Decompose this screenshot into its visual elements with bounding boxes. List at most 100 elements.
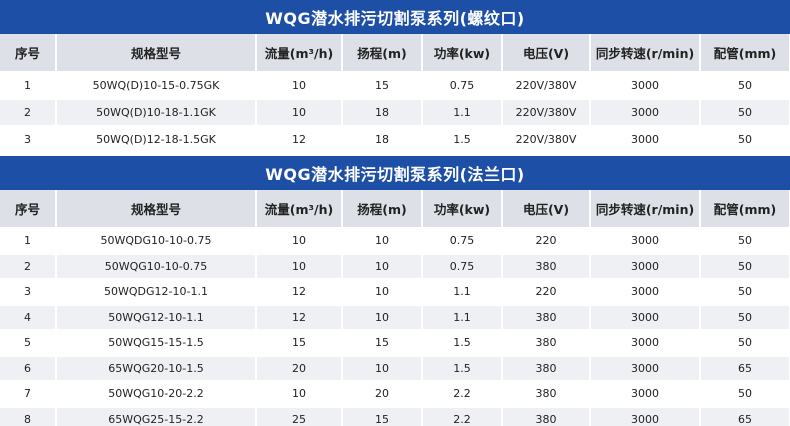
table-cell: 50 <box>700 126 790 154</box>
table-cell: 3000 <box>590 355 701 382</box>
section-title: WQG潜水排污切割泵系列(螺纹口) <box>0 0 790 34</box>
table-cell: 65WQG25-15-2.2 <box>56 406 257 426</box>
table-cell: 1.1 <box>422 279 503 306</box>
table-cell: 12 <box>256 279 343 306</box>
table-cell: 2 <box>0 253 57 280</box>
table-cell: 10 <box>256 381 343 408</box>
table-cell: 65 <box>700 406 790 426</box>
table-cell: 1 <box>0 228 57 255</box>
table-cell: 380 <box>502 381 591 408</box>
section-divider <box>0 154 790 156</box>
table-cell: 25 <box>256 406 343 426</box>
table-cell: 10 <box>256 228 343 255</box>
table-cell: 1.5 <box>422 355 503 382</box>
table-row: 4 50WQG12-10-1.1 12 10 1.1 380 3000 50 <box>0 304 790 331</box>
table-cell: 15 <box>256 330 343 357</box>
table-cell: 3000 <box>590 406 701 426</box>
table-cell: 50 <box>700 72 790 100</box>
table-cell: 50 <box>700 279 790 306</box>
table-cell: 3000 <box>590 253 701 280</box>
table-cell: 380 <box>502 406 591 426</box>
table-cell: 4 <box>0 304 57 331</box>
table-cell: 5 <box>0 330 57 357</box>
table-header-row: 序号 规格型号 流量(m³/h) 扬程(m) 功率(kw) 电压(V) 同步转速… <box>0 190 790 229</box>
table-cell: 10 <box>342 279 423 306</box>
column-header: 电压(V) <box>502 34 591 73</box>
column-header: 电压(V) <box>502 190 591 229</box>
table-row: 7 50WQG10-20-2.2 10 20 2.2 380 3000 50 <box>0 381 790 408</box>
table-cell: 20 <box>256 355 343 382</box>
table-cell: 12 <box>256 304 343 331</box>
table-cell: 3000 <box>590 330 701 357</box>
column-header: 扬程(m) <box>342 34 423 73</box>
spec-table: 序号 规格型号 流量(m³/h) 扬程(m) 功率(kw) 电压(V) 同步转速… <box>0 34 790 154</box>
table-cell: 65 <box>700 355 790 382</box>
spec-table: 序号 规格型号 流量(m³/h) 扬程(m) 功率(kw) 电压(V) 同步转速… <box>0 190 790 426</box>
table-row: 3 50WQ(D)12-18-1.5GK 12 18 1.5 220V/380V 3000 5… <box>0 126 790 154</box>
table-cell: 220 <box>502 228 591 255</box>
table-cell: 18 <box>342 126 423 154</box>
table-cell: 50 <box>700 330 790 357</box>
table-cell: 2 <box>0 99 57 127</box>
table-cell: 10 <box>342 304 423 331</box>
section-title: WQG潜水排污切割泵系列(法兰口) <box>0 156 790 190</box>
table-cell: 0.75 <box>422 253 503 280</box>
column-header: 流量(m³/h) <box>256 34 343 73</box>
column-header: 配管(mm) <box>700 34 790 73</box>
table-cell: 50 <box>700 228 790 255</box>
table-cell: 65WQG20-10-1.5 <box>56 355 257 382</box>
column-header: 配管(mm) <box>700 190 790 229</box>
table-cell: 10 <box>342 355 423 382</box>
table-cell: 15 <box>342 406 423 426</box>
table-header-row: 序号 规格型号 流量(m³/h) 扬程(m) 功率(kw) 电压(V) 同步转速… <box>0 34 790 73</box>
table-cell: 50WQDG10-10-0.75 <box>56 228 257 255</box>
table-row: 1 50WQ(D)10-15-0.75GK 10 15 0.75 220V/380V 300… <box>0 72 790 100</box>
table-cell: 0.75 <box>422 228 503 255</box>
table-cell: 10 <box>256 99 343 127</box>
table-cell: 2.2 <box>422 406 503 426</box>
table-cell: 10 <box>342 253 423 280</box>
table-cell: 3000 <box>590 228 701 255</box>
table-cell: 50WQG10-10-0.75 <box>56 253 257 280</box>
column-header: 同步转速(r/min) <box>590 190 701 229</box>
table-cell: 380 <box>502 355 591 382</box>
table-cell: 220V/380V <box>502 99 591 127</box>
table-cell: 220 <box>502 279 591 306</box>
column-header: 功率(kw) <box>422 190 503 229</box>
table-row: 3 50WQDG12-10-1.1 12 10 1.1 220 3000 50 <box>0 279 790 306</box>
table-cell: 2.2 <box>422 381 503 408</box>
section-thread-port: WQG潜水排污切割泵系列(螺纹口) 序号 规格型号 流量(m³/h) 扬程(m)… <box>0 0 790 154</box>
column-header: 序号 <box>0 190 57 229</box>
table-cell: 380 <box>502 330 591 357</box>
table-cell: 3000 <box>590 381 701 408</box>
table-cell: 1.1 <box>422 99 503 127</box>
column-header: 同步转速(r/min) <box>590 34 701 73</box>
table-row: 6 65WQG20-10-1.5 20 10 1.5 380 3000 65 <box>0 355 790 382</box>
column-header: 扬程(m) <box>342 190 423 229</box>
table-cell: 50 <box>700 381 790 408</box>
table-cell: 220V/380V <box>502 126 591 154</box>
table-cell: 0.75 <box>422 72 503 100</box>
table-cell: 50WQDG12-10-1.1 <box>56 279 257 306</box>
table-row: 2 50WQ(D)10-18-1.1GK 10 18 1.1 220V/380V 3000 5… <box>0 99 790 127</box>
table-cell: 50WQG15-15-1.5 <box>56 330 257 357</box>
table-cell: 18 <box>342 99 423 127</box>
table-cell: 50 <box>700 99 790 127</box>
table-cell: 1 <box>0 72 57 100</box>
column-header: 流量(m³/h) <box>256 190 343 229</box>
table-cell: 50WQG12-10-1.1 <box>56 304 257 331</box>
table-cell: 380 <box>502 304 591 331</box>
table-cell: 10 <box>256 72 343 100</box>
table-cell: 1.5 <box>422 330 503 357</box>
table-cell: 3 <box>0 126 57 154</box>
table-body: 1 50WQ(D)10-15-0.75GK 10 15 0.75 220V/380V 300… <box>0 72 790 154</box>
table-cell: 10 <box>256 253 343 280</box>
table-cell: 50WQ(D)12-18-1.5GK <box>56 126 257 154</box>
section-flange-port: WQG潜水排污切割泵系列(法兰口) 序号 规格型号 流量(m³/h) 扬程(m)… <box>0 156 790 426</box>
table-cell: 220V/380V <box>502 72 591 100</box>
table-cell: 3000 <box>590 126 701 154</box>
table-cell: 20 <box>342 381 423 408</box>
table-cell: 15 <box>342 330 423 357</box>
table-cell: 7 <box>0 381 57 408</box>
table-cell: 50 <box>700 253 790 280</box>
